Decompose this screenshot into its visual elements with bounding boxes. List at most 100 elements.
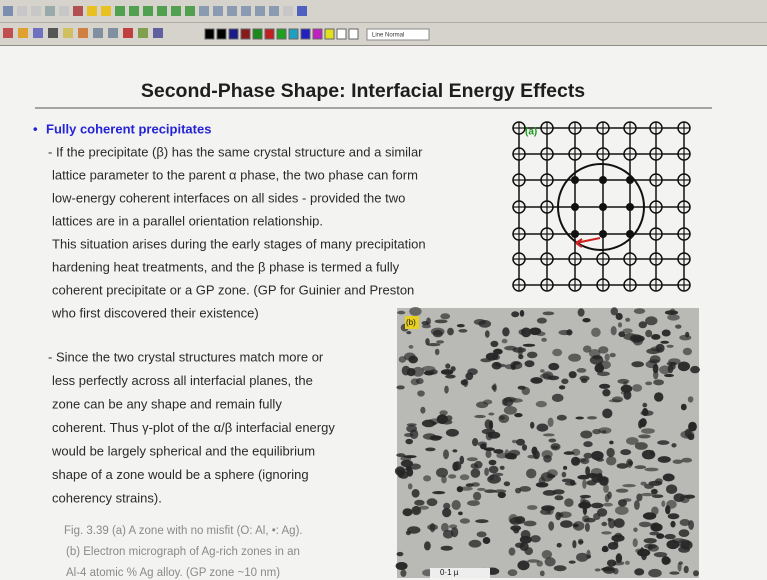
- color-swatch[interactable]: [265, 29, 274, 39]
- precipitate: [572, 540, 576, 548]
- precipitate: [623, 333, 636, 340]
- toolbar-button[interactable]: [241, 6, 251, 16]
- toolbar-button[interactable]: [3, 28, 13, 38]
- precipitate: [502, 327, 509, 336]
- precipitate: [472, 438, 478, 446]
- line-style[interactable]: Line Normal: [372, 33, 404, 39]
- toolbar-button[interactable]: [63, 28, 73, 38]
- color-swatch[interactable]: [349, 29, 358, 39]
- precipitate: [679, 529, 690, 537]
- precipitate: [489, 460, 497, 466]
- precipitate: [580, 458, 589, 464]
- toolbar-button[interactable]: [269, 6, 279, 16]
- precipitate: [623, 328, 633, 333]
- toolbar-button[interactable]: [45, 6, 55, 16]
- precipitate: [407, 423, 417, 426]
- toolbar-button[interactable]: [3, 6, 13, 16]
- precipitate: [460, 487, 473, 491]
- ag-atom: [626, 203, 634, 211]
- toolbar-button[interactable]: [17, 6, 27, 16]
- precipitate: [396, 562, 408, 570]
- toolbar-button[interactable]: [115, 6, 125, 16]
- color-swatch[interactable]: [205, 29, 214, 39]
- toolbar-button[interactable]: [78, 28, 88, 38]
- color-swatch[interactable]: [301, 29, 310, 39]
- precipitate: [684, 566, 689, 573]
- toolbar-button[interactable]: [255, 6, 265, 16]
- toolbar-button[interactable]: [73, 6, 83, 16]
- toolbar-button[interactable]: [33, 28, 43, 38]
- precipitate: [606, 456, 616, 465]
- toolbar-button[interactable]: [31, 6, 41, 16]
- precipitate: [661, 500, 665, 507]
- toolbar-button[interactable]: [59, 6, 69, 16]
- precipitate: [536, 482, 549, 487]
- color-swatch[interactable]: [229, 29, 238, 39]
- toolbar-button[interactable]: [87, 6, 97, 16]
- toolbar-button[interactable]: [157, 6, 167, 16]
- precipitate: [445, 363, 450, 368]
- precipitate: [540, 369, 545, 372]
- toolbar-button[interactable]: [93, 28, 103, 38]
- precipitate: [580, 431, 592, 439]
- toolbar-button[interactable]: [213, 6, 223, 16]
- precipitate: [651, 346, 662, 351]
- toolbar-button[interactable]: [297, 6, 307, 16]
- precipitate: [430, 369, 438, 374]
- precipitate: [688, 396, 694, 402]
- precipitate: [618, 322, 622, 327]
- precipitate: [490, 341, 498, 347]
- color-swatch[interactable]: [289, 29, 298, 39]
- precipitate: [632, 384, 642, 392]
- precipitate: [420, 407, 425, 414]
- precipitate: [452, 449, 457, 452]
- color-swatch[interactable]: [277, 29, 286, 39]
- toolbar-button[interactable]: [199, 6, 209, 16]
- color-swatch[interactable]: [217, 29, 226, 39]
- color-swatch[interactable]: [325, 29, 334, 39]
- precipitate: [651, 489, 658, 495]
- precipitate: [607, 560, 616, 567]
- toolbar-button[interactable]: [185, 6, 195, 16]
- toolbar-button[interactable]: [123, 28, 133, 38]
- precipitate: [566, 329, 572, 335]
- precipitate: [485, 330, 490, 337]
- precipitate: [559, 513, 564, 517]
- toolbar-button[interactable]: [227, 6, 237, 16]
- precipitate: [405, 439, 413, 445]
- precipitate: [483, 537, 491, 544]
- precipitate: [424, 541, 431, 550]
- color-swatch[interactable]: [253, 29, 262, 39]
- toolbar-button[interactable]: [138, 28, 148, 38]
- precipitate: [603, 484, 609, 493]
- toolbar-button[interactable]: [129, 6, 139, 16]
- toolbar-button[interactable]: [283, 6, 293, 16]
- precipitate: [644, 538, 657, 543]
- toolbar-button[interactable]: [153, 28, 163, 38]
- color-swatch[interactable]: [313, 29, 322, 39]
- precipitate: [526, 469, 536, 479]
- toolbar-button[interactable]: [143, 6, 153, 16]
- precipitate: [469, 540, 482, 548]
- toolbar-button[interactable]: [108, 28, 118, 38]
- precipitate: [510, 517, 522, 525]
- color-swatch[interactable]: [337, 29, 346, 39]
- precipitate: [523, 344, 535, 347]
- precipitate: [505, 364, 516, 369]
- precipitate: [575, 417, 584, 420]
- precipitate: [477, 531, 487, 537]
- precipitate: [562, 472, 567, 478]
- toolbar-button[interactable]: [48, 28, 58, 38]
- toolbar-button[interactable]: [171, 6, 181, 16]
- toolbar-button[interactable]: [18, 28, 28, 38]
- precipitate: [678, 562, 682, 571]
- color-swatch[interactable]: [241, 29, 250, 39]
- precipitate: [489, 466, 499, 473]
- precipitate: [451, 527, 458, 537]
- precipitate: [433, 330, 443, 337]
- paragraph-line: who first discovered their existence): [51, 305, 259, 320]
- toolbar-button[interactable]: [101, 6, 111, 16]
- precipitate: [477, 488, 486, 491]
- precipitate: [596, 458, 604, 462]
- precipitate: [460, 474, 470, 480]
